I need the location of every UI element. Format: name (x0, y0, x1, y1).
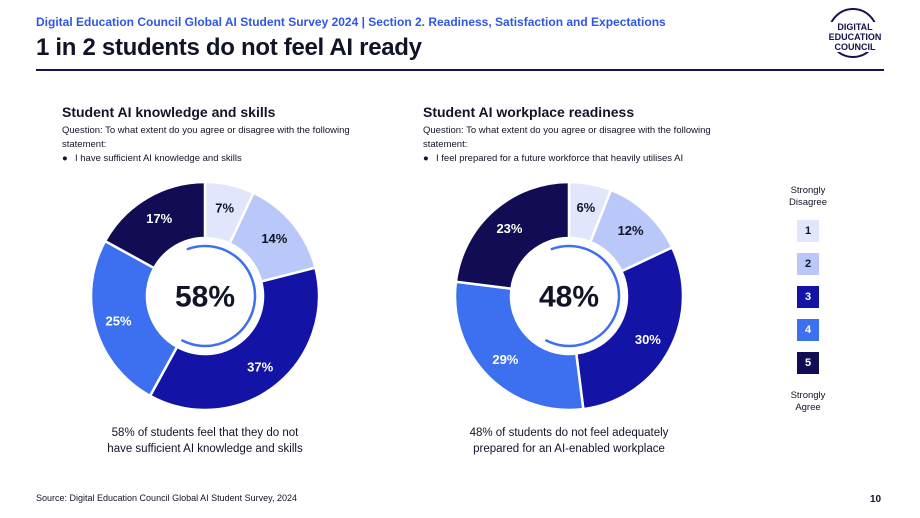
left-question-text: Question: To what extent do you agree or… (62, 125, 350, 150)
legend-top-line2: Disagree (788, 197, 828, 208)
left-slice-label-5: 17% (146, 211, 172, 226)
left-panel-question: Question: To what extent do you agree or… (62, 124, 382, 166)
right-slice-5 (454, 180, 571, 291)
right-bullet-text: I feel prepared for a future workforce t… (436, 153, 684, 164)
right-panel-question: Question: To what extent do you agree or… (423, 124, 743, 166)
legend-item-3: 3 (797, 286, 819, 308)
left-bullet-text: I have sufficient AI knowledge and skill… (75, 153, 242, 164)
right-center-value: 48% (539, 281, 599, 314)
left-slice-label-3: 37% (247, 360, 273, 375)
left-slice-label-1: 7% (215, 201, 234, 216)
title-divider (36, 69, 884, 71)
right-donut-chart: 6% 12% 30% 29% 23% 48% (453, 180, 685, 412)
legend-bottom-label: Strongly Agree (776, 390, 840, 414)
right-question-bullet: ● I feel prepared for a future workforce … (423, 152, 743, 166)
left-caption-line2: have sufficient AI knowledge and skills (107, 443, 303, 455)
section-eyebrow: Digital Education Council Global AI Stud… (36, 15, 666, 29)
right-question-text: Question: To what extent do you agree or… (423, 125, 711, 150)
left-slice-3 (148, 266, 321, 412)
left-question-bullet: ● I have sufficient AI knowledge and skil… (62, 152, 382, 166)
right-slice-label-2: 12% (618, 223, 644, 238)
source-note: Source: Digital Education Council Global… (36, 493, 297, 503)
left-slice-4 (89, 239, 179, 398)
logo-text-line2: EDUCATION (822, 32, 888, 42)
right-slice-label-4: 29% (492, 352, 518, 367)
legend-bottom-line2: Agree (795, 402, 821, 413)
right-slice-label-1: 6% (576, 200, 595, 215)
left-slice-label-2: 14% (261, 231, 287, 246)
legend-bottom-line1: Strongly (790, 390, 826, 401)
right-center-accent-arc (545, 244, 621, 348)
legend-top-line1: Strongly (790, 185, 826, 196)
right-caption-line1: 48% of students do not feel adequately (469, 427, 669, 439)
legend-top-label: Strongly Disagree (776, 185, 840, 209)
right-slice-4 (453, 280, 585, 412)
logo-text-line3: COUNCIL (822, 42, 888, 52)
right-slice-label-3: 30% (635, 332, 661, 347)
right-caption-line2: prepared for an AI-enabled workplace (473, 443, 665, 455)
left-slice-label-4: 25% (106, 314, 132, 329)
left-caption: 58% of students feel that they do not ha… (65, 425, 345, 457)
legend-item-1: 1 (797, 220, 819, 242)
page-number: 10 (870, 494, 882, 505)
right-slice-label-5: 23% (496, 221, 522, 236)
left-center-value: 58% (175, 281, 235, 314)
right-caption: 48% of students do not feel adequately p… (429, 425, 709, 457)
left-panel-title: Student AI knowledge and skills (62, 104, 276, 120)
bullet-icon: ● (62, 153, 68, 164)
legend-item-2: 2 (797, 253, 819, 275)
left-caption-line1: 58% of students feel that they do not (111, 427, 299, 439)
page-title: 1 in 2 students do not feel AI ready (36, 34, 422, 61)
left-donut-chart: 7% 14% 37% 25% 17% 58% (89, 180, 321, 412)
right-slice-3 (574, 245, 685, 411)
legend-item-4: 4 (797, 319, 819, 341)
bullet-icon: ● (423, 153, 429, 164)
dec-logo: DIGITAL EDUCATION COUNCIL (822, 8, 888, 64)
left-slice-5 (103, 180, 207, 270)
legend-item-5: 5 (797, 352, 819, 374)
left-center-accent-arc (181, 244, 257, 348)
logo-text-line1: DIGITAL (822, 22, 888, 32)
right-panel-title: Student AI workplace readiness (423, 104, 635, 120)
